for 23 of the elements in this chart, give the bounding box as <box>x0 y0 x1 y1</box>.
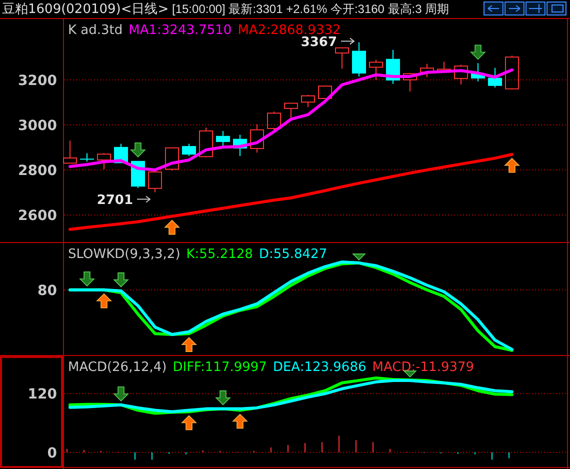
legend-title: SLOWKD(9,3,3,2) <box>68 247 180 262</box>
candlestick <box>352 42 366 77</box>
y-tick-label: 2600 <box>18 208 58 224</box>
series-label: D:55.8427 <box>258 247 328 262</box>
text: MACD:-11.9379 <box>372 360 474 375</box>
annotation: 3367 <box>300 35 337 50</box>
line-series <box>68 152 514 231</box>
series-label: DEA:123.9686 <box>272 360 366 375</box>
legend-title: MACD(26,12,4) <box>68 360 167 375</box>
y-tick-label: 2800 <box>18 162 58 179</box>
y-tick-label: 3200 <box>18 72 58 89</box>
text: MA1:3243.7510 <box>128 23 232 38</box>
legend-title: K ad.3td <box>68 23 123 38</box>
candlestick <box>216 130 230 146</box>
text: K:55.2128 <box>186 247 253 262</box>
y-tick-label: 120 <box>28 386 58 403</box>
y-tick-label: 3000 <box>18 118 58 134</box>
text: DIFF:117.9997 <box>172 360 267 375</box>
y-tick-label: 0 <box>47 445 58 462</box>
chart-subtitle: [15:00:00] 最新:3301 +2.61% 今开:3160 最高:3 周期 <box>172 2 450 16</box>
text: 80 <box>38 282 58 299</box>
chart-title: 豆粕1609(020109)<日线> <box>2 2 169 17</box>
annotation: 2701 <box>96 193 133 208</box>
